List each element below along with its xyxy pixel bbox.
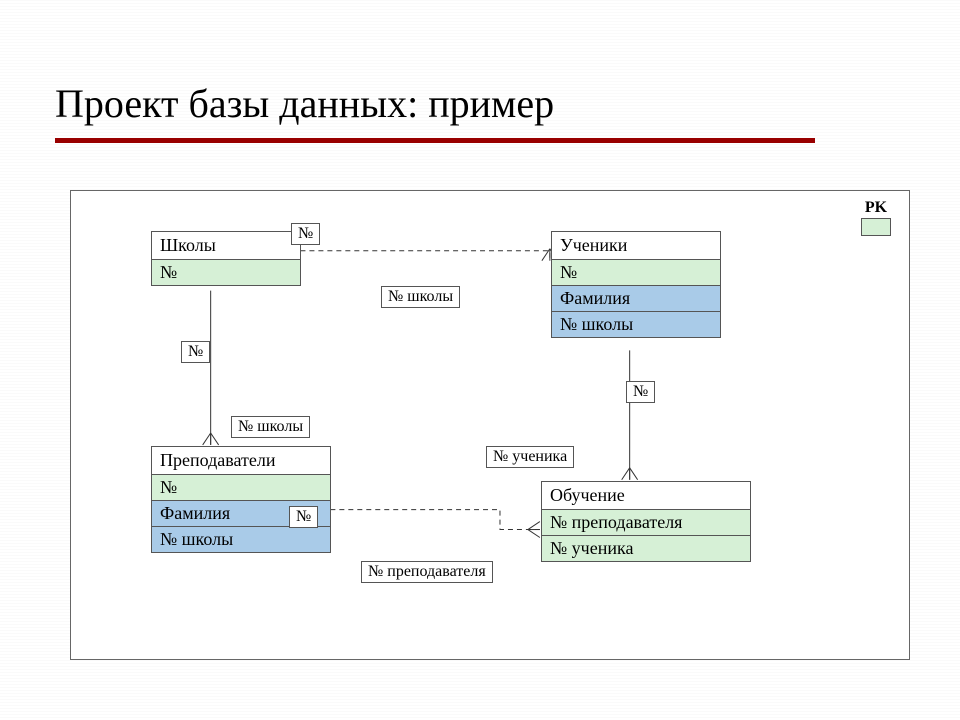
entity-teachers-field-2: № школы <box>152 527 330 552</box>
entity-training-field-1: № ученика <box>542 536 750 561</box>
edge-schools-students <box>300 251 549 261</box>
title-block: Проект базы данных: пример <box>55 80 554 127</box>
entity-teachers-field-0: № <box>152 475 330 501</box>
entity-schools-field-0: № <box>152 260 300 285</box>
relation-label-l_teach_prep: № преподавателя <box>361 561 493 583</box>
relation-label-l_teach_no: № <box>289 506 318 528</box>
relation-label-l_stud_no: № <box>626 381 655 403</box>
entity-teachers-title: Преподаватели <box>152 447 330 475</box>
diagram-canvas: PK Школы№Ученики№Фамилия№ школыПреподава… <box>70 190 910 660</box>
entity-students-field-0: № <box>552 260 720 286</box>
entity-teachers: Преподаватели№Фамилия№ школы <box>151 446 331 553</box>
crowfoot-teachers-training <box>528 522 540 538</box>
entity-students-field-2: № школы <box>552 312 720 337</box>
pk-legend-label: PK <box>861 199 891 217</box>
relation-label-l_top_school: № школы <box>381 286 460 308</box>
relation-label-l_mid_school: № школы <box>231 416 310 438</box>
page-title: Проект базы данных: пример <box>55 80 554 127</box>
entity-students-title: Ученики <box>552 232 720 260</box>
entity-students-field-1: Фамилия <box>552 286 720 312</box>
crowfoot-students-training <box>622 468 638 480</box>
relation-label-l_stud_uch: № ученика <box>486 446 574 468</box>
pk-legend-swatch <box>861 218 891 236</box>
title-underline <box>55 138 815 143</box>
crowfoot-schools-teachers <box>203 433 219 445</box>
entity-students: Ученики№Фамилия№ школы <box>551 231 721 338</box>
entity-training-title: Обучение <box>542 482 750 510</box>
relation-label-l_mid_no: № <box>181 341 210 363</box>
relation-label-l_top_no: № <box>291 223 320 245</box>
entity-schools: Школы№ <box>151 231 301 286</box>
entity-training: Обучение№ преподавателя№ ученика <box>541 481 751 562</box>
entity-schools-title: Школы <box>152 232 300 260</box>
pk-legend: PK <box>861 199 891 236</box>
edge-teachers-training <box>330 510 540 530</box>
entity-training-field-0: № преподавателя <box>542 510 750 536</box>
